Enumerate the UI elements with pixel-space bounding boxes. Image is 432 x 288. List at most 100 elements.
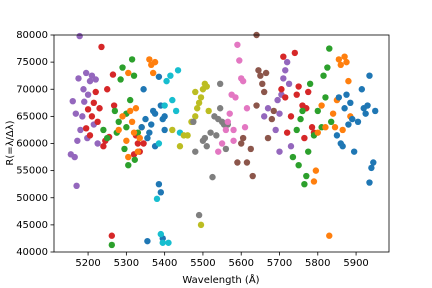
point — [128, 56, 136, 63]
point — [144, 134, 151, 142]
point — [74, 137, 81, 144]
point — [201, 134, 209, 142]
point — [148, 121, 155, 128]
point — [308, 124, 316, 131]
y-axis-label: R(=λ/Δλ) — [5, 120, 16, 165]
point — [163, 77, 170, 85]
point — [146, 129, 153, 136]
point — [111, 107, 119, 115]
point — [333, 132, 341, 139]
point — [272, 126, 279, 134]
point — [283, 129, 291, 136]
point — [88, 113, 96, 120]
point — [169, 126, 176, 134]
y-tick-label: 50000 — [16, 193, 48, 204]
point — [213, 132, 220, 139]
point — [92, 88, 99, 96]
point — [119, 64, 126, 71]
point — [324, 64, 331, 71]
point — [301, 180, 308, 188]
point — [314, 107, 321, 115]
point — [283, 58, 291, 66]
x-tick-label: 5300 — [114, 258, 139, 269]
point — [310, 178, 318, 185]
point — [76, 32, 83, 40]
point — [335, 56, 343, 63]
point — [195, 211, 203, 219]
point — [366, 179, 373, 186]
point — [72, 110, 80, 117]
point — [287, 113, 295, 120]
point — [115, 118, 122, 126]
point — [134, 140, 142, 147]
point — [138, 124, 145, 131]
point — [222, 126, 230, 134]
point — [305, 148, 312, 155]
point — [350, 148, 358, 155]
point — [117, 76, 124, 83]
point — [153, 195, 161, 203]
point — [370, 159, 377, 166]
point — [161, 113, 168, 120]
point — [312, 167, 320, 174]
point — [224, 118, 232, 126]
point — [293, 126, 300, 134]
point — [343, 91, 350, 98]
point — [140, 140, 147, 147]
point — [98, 43, 105, 51]
point — [243, 105, 251, 112]
point — [131, 156, 138, 163]
x-tick-label: 5800 — [305, 258, 330, 269]
point — [314, 129, 321, 136]
point — [341, 105, 348, 112]
point — [322, 124, 329, 131]
point — [140, 86, 147, 93]
point — [96, 105, 103, 112]
point — [123, 137, 130, 144]
point — [209, 173, 216, 181]
point — [119, 113, 126, 120]
point — [75, 75, 82, 82]
point — [364, 102, 371, 109]
point — [326, 45, 333, 52]
point — [77, 126, 84, 134]
point — [126, 107, 134, 115]
point — [172, 107, 180, 115]
point — [197, 221, 205, 229]
point — [215, 148, 222, 155]
point — [109, 71, 117, 78]
x-tick-label: 5200 — [75, 258, 100, 269]
point — [82, 125, 90, 132]
point — [285, 80, 293, 88]
point — [320, 72, 327, 79]
point — [174, 67, 182, 74]
point — [289, 153, 297, 161]
point — [366, 72, 373, 79]
point — [295, 83, 302, 90]
point — [79, 113, 86, 120]
y-tick-label: 40000 — [16, 247, 48, 258]
point — [303, 172, 310, 180]
point — [339, 126, 346, 134]
point — [287, 143, 295, 150]
x-tick-label: 5500 — [190, 258, 215, 269]
y-tick-label: 60000 — [16, 139, 48, 150]
point — [161, 126, 168, 134]
point — [69, 97, 76, 105]
point — [197, 94, 205, 101]
point — [239, 134, 247, 142]
point — [203, 143, 210, 150]
point — [161, 102, 168, 109]
point — [151, 110, 159, 117]
point — [337, 61, 344, 69]
point — [291, 49, 299, 57]
point — [125, 69, 132, 77]
point — [104, 134, 111, 142]
point — [260, 88, 268, 96]
point — [203, 83, 210, 90]
point — [255, 67, 262, 74]
point — [280, 53, 287, 60]
point — [234, 159, 241, 166]
point — [243, 159, 251, 166]
